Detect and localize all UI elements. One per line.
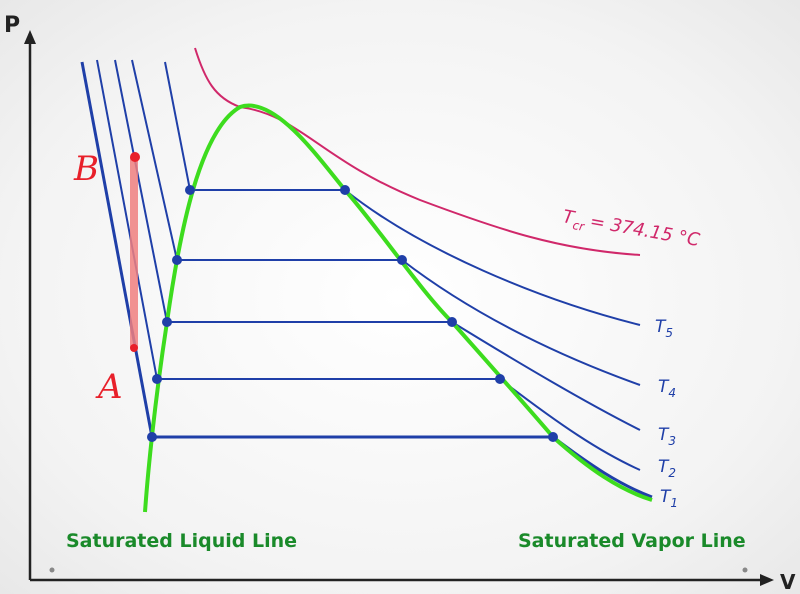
critical-text: = 374.15 °C: [588, 211, 701, 251]
saturation-points: [147, 185, 558, 442]
isotherm-symbol: T: [658, 425, 670, 445]
isotherm-symbol: T: [660, 487, 672, 507]
point-a-label: A: [95, 367, 123, 407]
y-axis-label: P: [4, 13, 20, 38]
isotherm-subscript: 1: [670, 496, 678, 510]
isotherm-subscript: 3: [668, 434, 676, 448]
liquid-line-label: Saturated Liquid Line: [66, 530, 297, 552]
isotherm-symbol: T: [658, 457, 670, 477]
isotherm-subscript: 5: [665, 326, 673, 340]
isotherms: [80, 59, 653, 499]
critical-isotherm: [194, 47, 641, 256]
saturation-dome: [143, 103, 653, 513]
isotherm-label: T3: [658, 425, 676, 448]
critical-label: Tcr = 374.15 °C: [561, 206, 702, 254]
isotherm-label: T4: [658, 377, 676, 400]
isotherm-subscript: 2: [668, 466, 676, 480]
vapor-line-label: Saturated Vapor Line: [518, 530, 746, 552]
compression-line: [130, 152, 140, 352]
critical-subscript: cr: [571, 218, 586, 234]
isotherm-symbol: T: [658, 377, 670, 397]
isotherm-label: T1: [660, 487, 678, 510]
x-axis-label: V: [780, 570, 796, 594]
axes: [24, 30, 774, 586]
isotherm-symbol: T: [655, 317, 667, 337]
isotherm-label: T2: [658, 457, 676, 480]
isotherm-subscript: 4: [668, 386, 676, 400]
isotherm-label: T5: [655, 317, 673, 340]
point-b-label: B: [73, 149, 99, 189]
